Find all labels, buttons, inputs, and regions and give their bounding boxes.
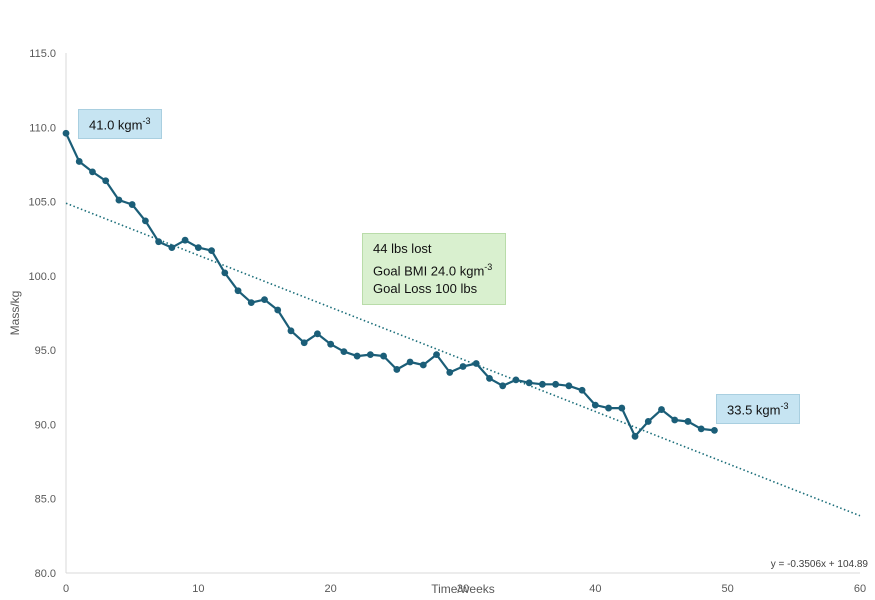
x-tick-label: 10 [192, 583, 204, 595]
data-point [261, 296, 268, 304]
end-bmi-exponent: -3 [780, 401, 789, 411]
data-point [499, 382, 507, 390]
data-point [62, 129, 70, 137]
data-point [578, 386, 586, 394]
data-point [194, 244, 202, 252]
end-bmi-value: 33.5 kgm [727, 402, 781, 418]
data-point [353, 352, 361, 360]
trendline-equation: y = -0.3506x + 104.89 [771, 559, 869, 570]
y-tick-label: 105.0 [28, 197, 56, 209]
start-bmi-exponent: -3 [142, 116, 151, 126]
data-point [486, 374, 493, 382]
data-point [102, 177, 110, 185]
data-point [446, 369, 454, 376]
data-point [247, 299, 255, 306]
data-point [671, 416, 679, 424]
data-point [155, 238, 163, 246]
y-tick-label: 100.0 [28, 271, 56, 283]
mass-series-points [62, 129, 718, 440]
data-point [168, 244, 176, 252]
data-point [75, 158, 83, 165]
data-point [327, 340, 335, 348]
data-point [300, 339, 308, 347]
data-point [128, 201, 136, 208]
data-point [393, 366, 401, 373]
data-point [274, 306, 282, 314]
data-point [89, 168, 96, 176]
data-point [366, 351, 374, 358]
y-tick-label: 80.0 [35, 568, 56, 580]
x-tick-label: 60 [854, 583, 866, 595]
data-point [433, 351, 440, 358]
data-point [208, 247, 215, 255]
data-point [631, 432, 639, 440]
data-point [221, 269, 229, 277]
data-point [539, 380, 546, 388]
y-axis-title: Mass/kg [8, 291, 22, 336]
data-point [618, 404, 626, 412]
y-tick-label: 90.0 [35, 419, 56, 431]
data-point [684, 418, 692, 425]
y-tick-label: 110.0 [29, 122, 56, 134]
data-point [658, 406, 665, 413]
data-point [697, 425, 705, 433]
data-point [512, 376, 520, 384]
data-point [644, 418, 652, 425]
summary-goal-bmi-text: Goal BMI 24.0 kgm [373, 263, 485, 279]
data-point [115, 196, 123, 204]
data-point [287, 327, 295, 335]
data-point [419, 361, 427, 369]
y-tick-label: 115.0 [29, 48, 56, 60]
data-point [234, 287, 242, 295]
summary-lbs-lost: 44 lbs lost [373, 241, 432, 256]
y-tick-labels: 80.0 85.0 90.0 95.0 100.0 105.0 110.0 115.0 [28, 48, 56, 580]
x-tick-label: 50 [722, 583, 734, 595]
x-tick-label: 20 [325, 583, 337, 595]
data-point [605, 404, 612, 412]
summary-goal-loss: Goal Loss 100 lbs [373, 281, 478, 297]
x-tick-label: 0 [63, 583, 69, 595]
start-bmi-value: 41.0 kgm [89, 117, 143, 133]
data-point [711, 426, 718, 434]
data-point [340, 348, 348, 356]
y-tick-label: 85.0 [35, 494, 56, 506]
end-bmi-callout: 33.5 kgm-3 [716, 394, 800, 425]
summary-goal-bmi: Goal BMI 24.0 kgm-3 [373, 258, 495, 280]
data-point [472, 360, 480, 367]
data-point [314, 330, 321, 338]
data-point [565, 382, 573, 390]
data-point [380, 352, 387, 360]
data-point [525, 379, 533, 387]
y-tick-label: 95.0 [35, 345, 56, 357]
x-tick-labels: 0 10 20 30 40 50 60 [63, 583, 866, 595]
x-tick-label: 40 [589, 583, 601, 595]
data-point [181, 236, 189, 244]
start-bmi-callout: 41.0 kgm-3 [78, 109, 162, 140]
data-point [552, 380, 560, 388]
x-tick-label: 30 [457, 583, 469, 595]
data-point [459, 363, 467, 370]
x-axis-title: Time/weeks [431, 582, 495, 596]
summary-goal-bmi-exponent: -3 [484, 262, 493, 272]
data-point [142, 217, 149, 225]
data-point [591, 401, 599, 409]
data-point [406, 358, 414, 366]
summary-callout: 44 lbs lost Goal BMI 24.0 kgm-3 Goal Los… [362, 233, 506, 306]
